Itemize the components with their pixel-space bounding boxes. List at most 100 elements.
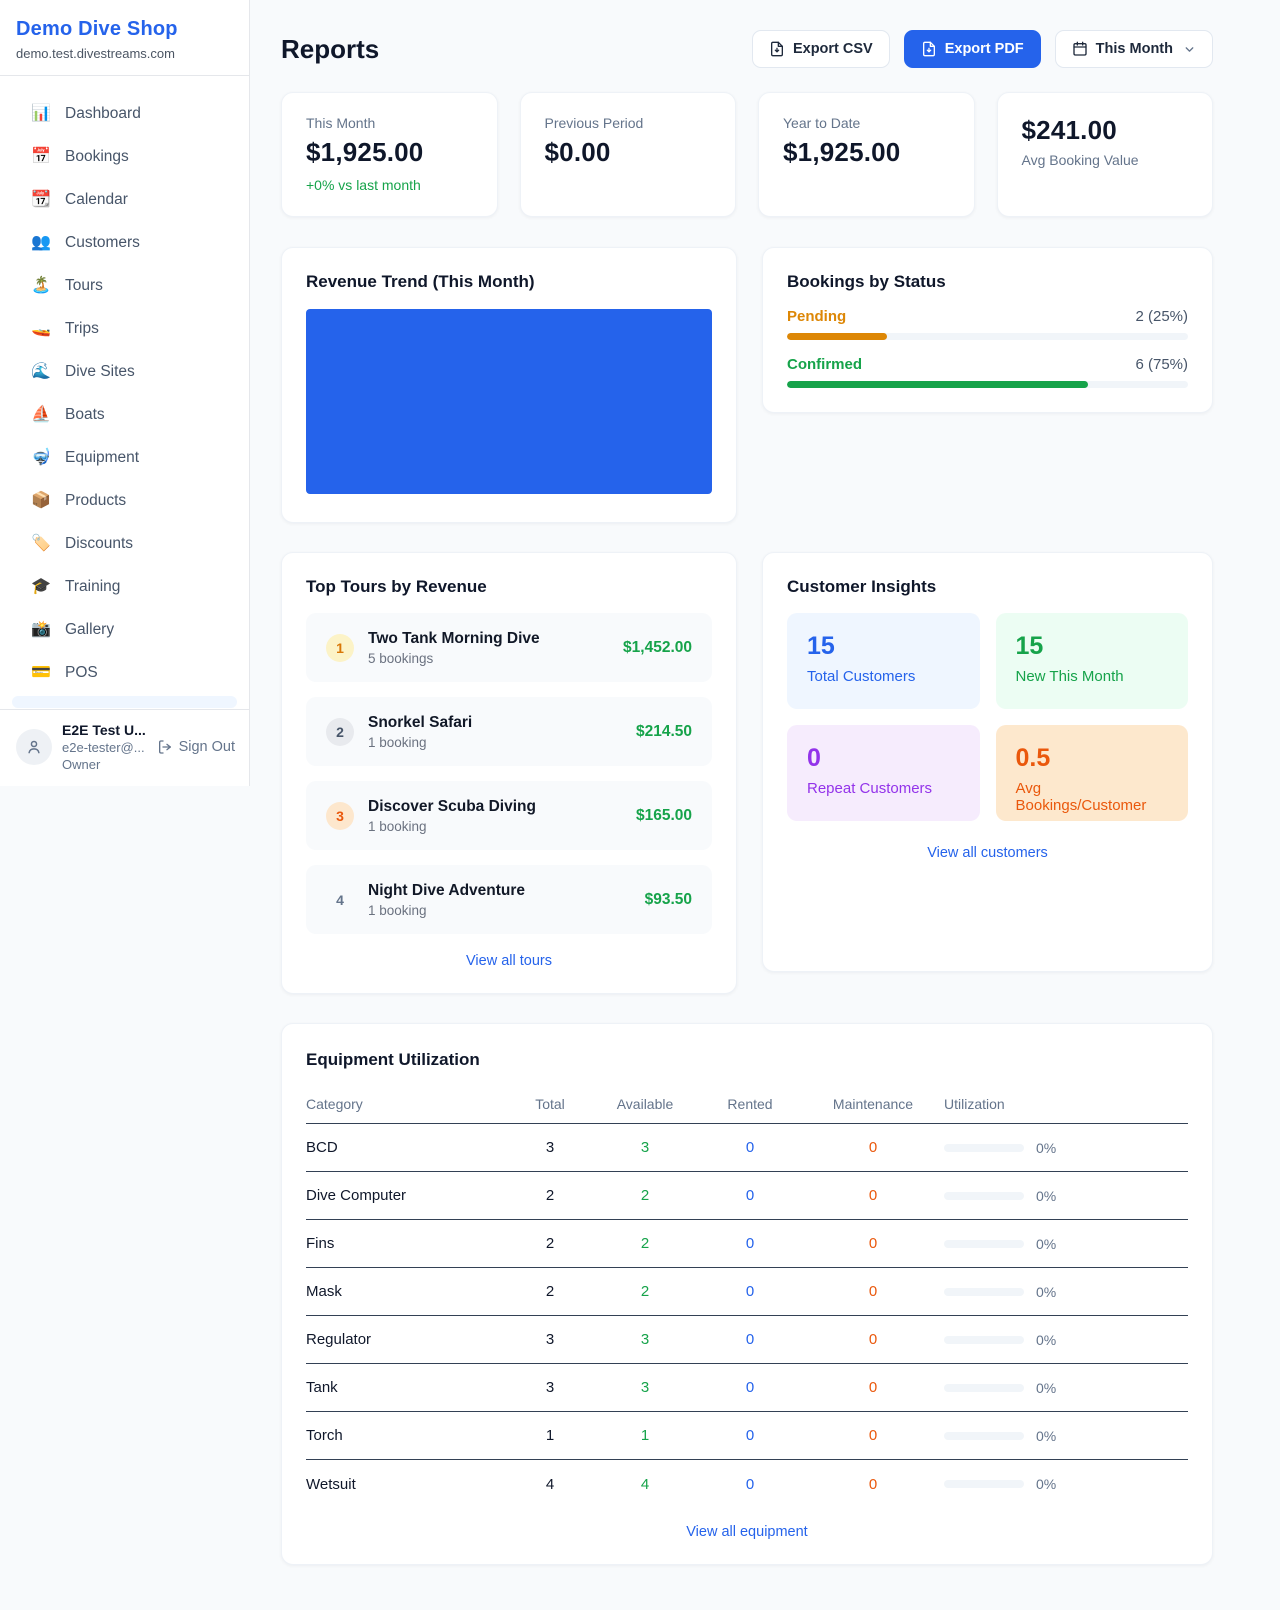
sidebar-item-gallery[interactable]: 📸 Gallery — [0, 608, 249, 651]
table-row: Dive Computer 2 2 0 0 0% — [306, 1172, 1188, 1220]
status-bar-fill — [787, 333, 888, 340]
utilization-cell: 0% — [944, 1284, 1188, 1300]
total-cell: 2 — [545, 1187, 555, 1204]
stat-label: This Month — [306, 115, 376, 131]
sign-out-button[interactable]: Sign Out — [157, 739, 235, 755]
view-all-equipment-link[interactable]: View all equipment — [686, 1524, 808, 1540]
sidebar-item-pos[interactable]: 💳 POS — [0, 651, 249, 694]
charts-row: Revenue Trend (This Month) Bookings by S… — [281, 247, 1213, 523]
revenue-trend-bar — [306, 309, 712, 494]
sidebar-item-label: Gallery — [65, 620, 115, 638]
sidebar-item-discounts[interactable]: 🏷️ Discounts — [0, 522, 249, 565]
table-row: Mask 2 2 0 0 0% — [306, 1268, 1188, 1316]
wave-icon: 🌊 — [31, 362, 51, 380]
tour-row: 4 Night Dive Adventure 1 booking $93.50 — [306, 865, 712, 934]
category-cell: Regulator — [306, 1331, 372, 1348]
dashboard-icon: 📊 — [31, 104, 51, 122]
avatar — [16, 729, 52, 765]
sidebar-item-dive-sites[interactable]: 🌊 Dive Sites — [0, 350, 249, 393]
insights-row: Top Tours by Revenue 1 Two Tank Morning … — [281, 552, 1213, 994]
rented-cell: 0 — [745, 1331, 755, 1348]
page-header: Reports Export CSV Export PDF This Month — [281, 30, 1213, 68]
rank-badge: 4 — [336, 891, 344, 908]
maintenance-cell: 0 — [868, 1283, 878, 1300]
tour-revenue: $93.50 — [644, 890, 692, 908]
sidebar-item-label: Dashboard — [65, 104, 141, 122]
total-cell: 2 — [545, 1283, 555, 1300]
maintenance-cell: 0 — [868, 1427, 878, 1444]
export-csv-button[interactable]: Export CSV — [751, 30, 890, 68]
person-icon — [28, 740, 40, 754]
sidebar-item-active-partial[interactable] — [12, 696, 237, 708]
tour-bookings: 5 bookings — [368, 650, 434, 666]
rented-cell: 0 — [745, 1235, 755, 1252]
utilization-cell: 0% — [944, 1236, 1188, 1252]
file-download-icon — [770, 41, 783, 57]
sidebar-item-label: Calendar — [65, 190, 128, 208]
top-tours-title: Top Tours by Revenue — [306, 577, 487, 596]
maintenance-cell: 0 — [868, 1475, 878, 1493]
header-actions: Export CSV Export PDF This Month — [751, 30, 1213, 68]
view-all-customers-link[interactable]: View all customers — [927, 845, 1048, 861]
sidebar-item-training[interactable]: 🎓 Training — [0, 565, 249, 608]
sidebar-item-dashboard[interactable]: 📊 Dashboard — [0, 92, 249, 135]
export-pdf-button[interactable]: Export PDF — [903, 30, 1041, 68]
equipment-utilization-title: Equipment Utilization — [306, 1050, 480, 1069]
utilization-percent: 0% — [1036, 1379, 1057, 1396]
tour-name: Discover Scuba Diving — [368, 797, 536, 815]
calendar-icon — [1073, 41, 1087, 56]
available-cell: 1 — [640, 1427, 650, 1444]
insights-grid: 15 Total Customers 15 New This Month 0 R… — [787, 613, 1188, 821]
status-label: Confirmed — [787, 356, 862, 373]
sidebar-item-tours[interactable]: 🏝️ Tours — [0, 264, 249, 307]
sidebar-item-trips[interactable]: 🚤 Trips — [0, 307, 249, 350]
maintenance-cell: 0 — [868, 1331, 878, 1348]
maintenance-cell: 0 — [868, 1139, 878, 1156]
logout-icon — [158, 740, 171, 754]
stats-row: This Month $1,925.00 +0% vs last month P… — [281, 92, 1213, 217]
sidebar-item-bookings[interactable]: 📅 Bookings — [0, 135, 249, 178]
view-all-tours-link[interactable]: View all tours — [466, 953, 552, 969]
sidebar-item-boats[interactable]: ⛵ Boats — [0, 393, 249, 436]
maintenance-cell: 0 — [868, 1235, 878, 1252]
sidebar-item-label: POS — [65, 663, 98, 681]
tour-revenue: $165.00 — [635, 806, 692, 824]
insight-label: Total Customers — [807, 668, 916, 685]
status-row-pending: Pending 2 (25%) — [787, 308, 1188, 340]
sidebar-item-products[interactable]: 📦 Products — [0, 479, 249, 522]
sidebar-item-calendar[interactable]: 📆 Calendar — [0, 178, 249, 221]
category-cell: Fins — [306, 1235, 335, 1252]
rank-badge: 1 — [326, 633, 354, 662]
tour-list: 1 Two Tank Morning Dive 5 bookings $1,452… — [306, 613, 712, 934]
period-dropdown[interactable]: This Month — [1054, 30, 1213, 68]
revenue-trend-card: Revenue Trend (This Month) — [281, 247, 737, 523]
available-cell: 3 — [640, 1331, 650, 1348]
revenue-trend-title: Revenue Trend (This Month) — [306, 272, 535, 291]
sidebar-item-label: Discounts — [65, 534, 134, 552]
tour-revenue: $214.50 — [635, 722, 692, 740]
tour-name: Snorkel Safari — [368, 713, 473, 731]
column-header: Maintenance — [832, 1095, 914, 1112]
bookings-by-status-card: Bookings by Status Pending 2 (25%) Confi… — [762, 247, 1213, 413]
tour-name: Two Tank Morning Dive — [368, 629, 540, 647]
main-content: Reports Export CSV Export PDF This Month… — [281, 0, 1213, 1605]
sidebar: Demo Dive Shop demo.test.divestreams.com… — [0, 0, 250, 786]
available-cell: 2 — [640, 1187, 650, 1204]
insight-value: 15 — [1015, 632, 1044, 660]
speedboat-icon: 🚤 — [31, 319, 51, 337]
utilization-cell: 0% — [944, 1428, 1188, 1444]
tour-name: Night Dive Adventure — [368, 881, 526, 899]
stat-value: $1,925.00 — [306, 137, 424, 167]
sidebar-item-equipment[interactable]: 🤿 Equipment — [0, 436, 249, 479]
customer-insights-title: Customer Insights — [787, 577, 937, 596]
utilization-bar — [944, 1383, 1024, 1392]
stat-value: $0.00 — [544, 137, 611, 167]
sidebar-item-label: Trips — [65, 319, 99, 337]
table-row: Fins 2 2 0 0 0% — [306, 1220, 1188, 1268]
table-row: Tank 3 3 0 0 0% — [306, 1364, 1188, 1412]
stat-label: Avg Booking Value — [1021, 152, 1139, 168]
page-title: Reports — [281, 33, 380, 64]
sidebar-item-customers[interactable]: 👥 Customers — [0, 221, 249, 264]
credit-card-icon: 💳 — [31, 663, 51, 681]
tour-bookings: 1 booking — [368, 734, 427, 750]
